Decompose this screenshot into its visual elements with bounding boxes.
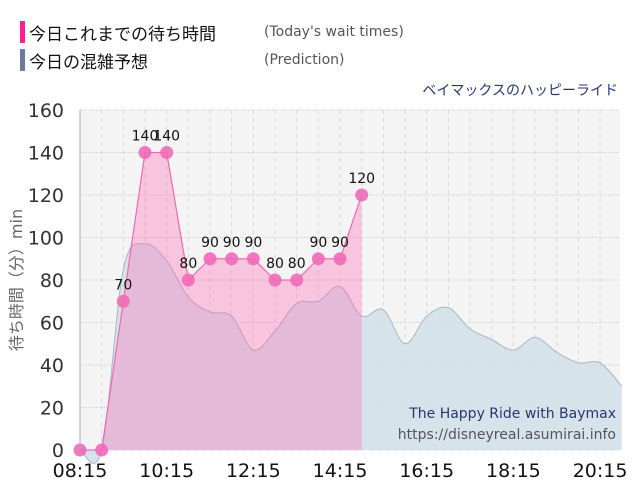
data-point [225, 252, 239, 266]
credit-title: The Happy Ride with Baymax [409, 406, 616, 422]
data-point [355, 188, 369, 202]
x-tick-label: 08:15 [53, 460, 108, 482]
data-label: 80 [179, 256, 197, 272]
data-point [95, 443, 109, 457]
data-point [290, 273, 304, 287]
x-tick-label: 10:15 [139, 460, 194, 482]
data-label: 80 [266, 256, 284, 272]
x-tick-label: 20:15 [573, 460, 628, 482]
y-axis-label: 待ち時間（分）min [7, 209, 26, 351]
data-point [311, 252, 325, 266]
credit-url: https://disneyreal.asumirai.info [397, 427, 616, 443]
legend-actual-label-en: (Today's wait times) [264, 24, 404, 40]
data-label: 80 [288, 256, 306, 272]
y-tick-label: 120 [28, 185, 64, 207]
x-tick-label: 18:15 [486, 460, 541, 482]
x-axis-ticks: 08:15 10:15 12:15 14:15 16:15 18:15 20:15 [53, 460, 628, 482]
x-tick-label: 12:15 [226, 460, 281, 482]
x-tick-label: 14:15 [313, 460, 368, 482]
data-point [116, 294, 130, 308]
legend-prediction: 今日の混雑予想 (Prediction) [20, 48, 345, 73]
y-tick-label: 80 [40, 270, 64, 292]
data-label: 70 [114, 277, 132, 293]
legend-prediction-swatch [20, 49, 25, 71]
data-label: 90 [244, 235, 262, 251]
y-axis-ticks: 0 20 40 60 80 100 120 140 160 [28, 100, 64, 462]
prediction-area [79, 243, 623, 464]
data-point [333, 252, 347, 266]
legend-actual-label-jp: 今日これまでの待ち時間 [29, 24, 216, 45]
legend-actual-swatch [20, 21, 25, 43]
data-label: 140 [153, 129, 180, 145]
data-point [203, 252, 217, 266]
y-tick-label: 40 [40, 355, 64, 377]
data-point [268, 273, 282, 287]
chart-subtitle: ベイマックスのハッピーライド [422, 83, 618, 99]
data-label: 120 [348, 171, 375, 187]
data-label: 140 [132, 129, 159, 145]
data-label: 90 [331, 235, 349, 251]
y-tick-label: 0 [52, 440, 64, 462]
data-point [160, 146, 174, 159]
legend-prediction-label-en: (Prediction) [264, 52, 345, 68]
data-label: 90 [223, 235, 241, 251]
y-tick-label: 140 [28, 143, 64, 165]
y-tick-label: 60 [40, 313, 64, 335]
legend-actual: 今日これまでの待ち時間 (Today's wait times) [20, 20, 404, 45]
data-label: 90 [309, 235, 327, 251]
x-tick-label: 16:15 [399, 460, 454, 482]
legend-prediction-label-jp: 今日の混雑予想 [29, 52, 148, 73]
y-tick-label: 160 [28, 100, 64, 122]
data-point [246, 252, 260, 266]
y-tick-label: 20 [40, 398, 64, 420]
data-label: 90 [201, 235, 219, 251]
data-point [181, 273, 195, 287]
y-tick-label: 100 [28, 228, 64, 250]
data-point [138, 146, 152, 159]
